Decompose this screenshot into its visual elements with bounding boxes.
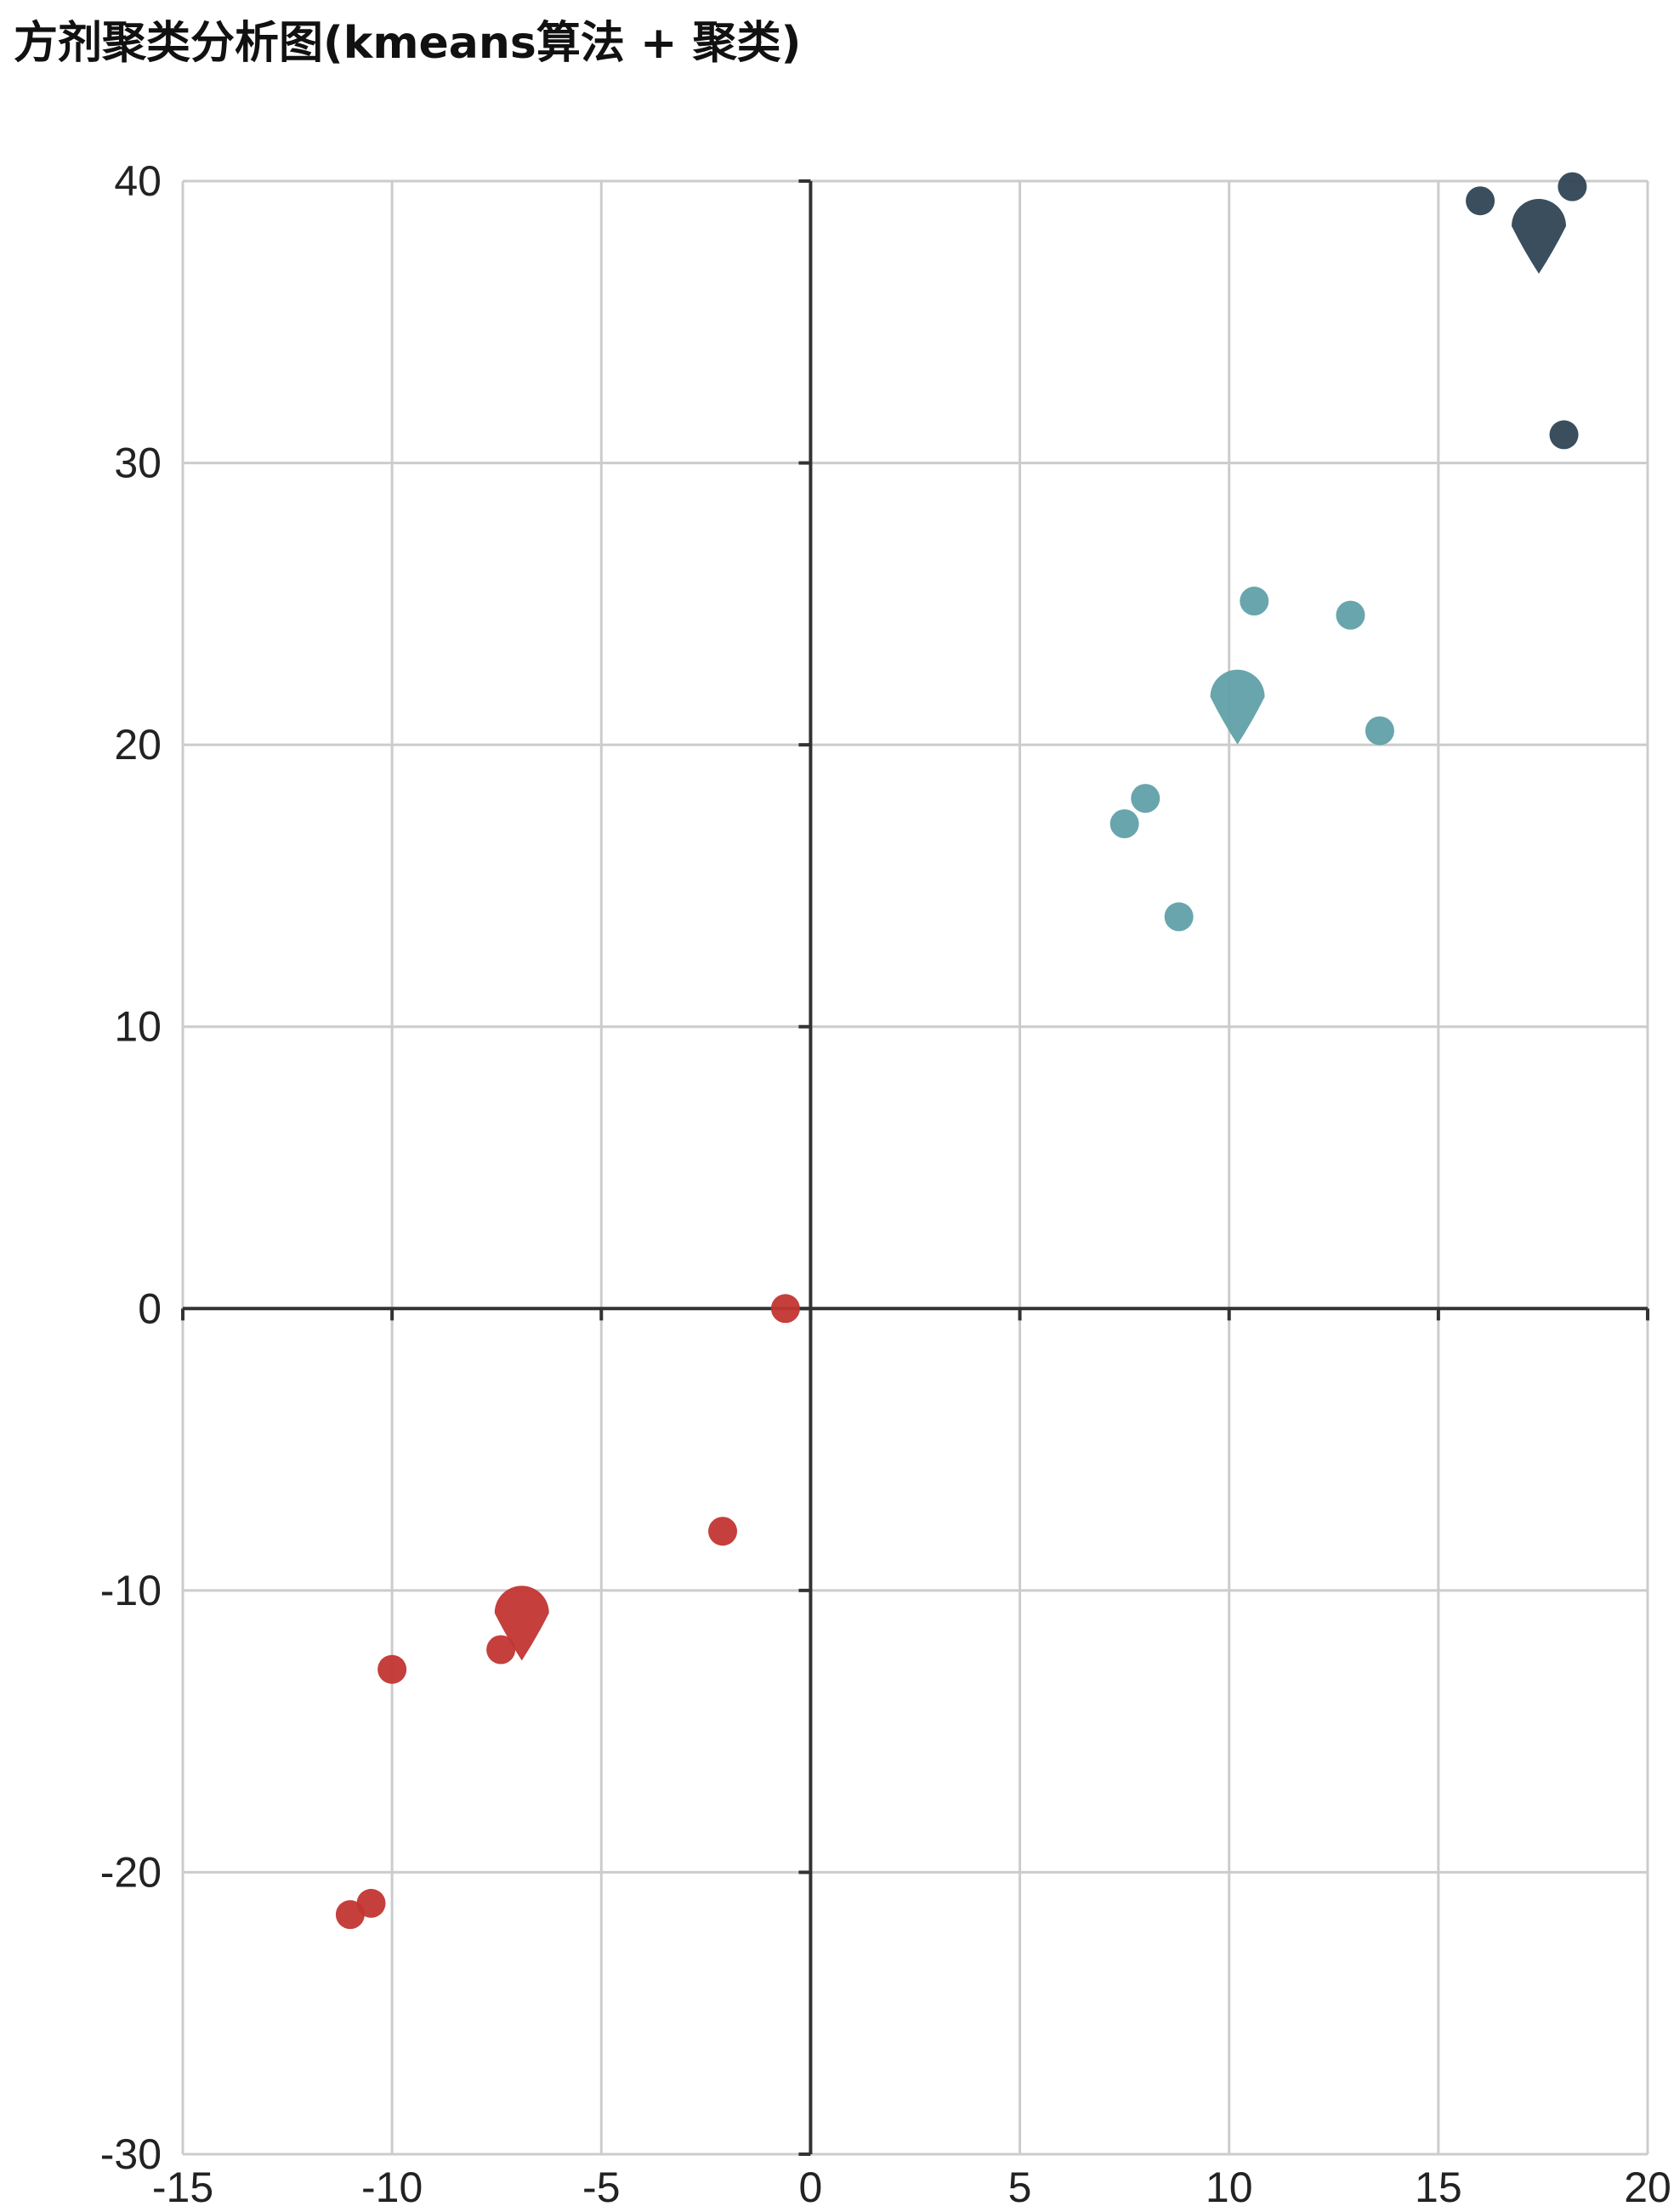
x-tick-label: -15 [152, 2164, 213, 2211]
y-tick-label: 40 [114, 157, 162, 205]
cluster-centroids [494, 199, 1567, 1661]
y-axis-ticks: -30 -20 -10 0 10 20 30 40 [100, 157, 162, 2178]
data-point [377, 1654, 407, 1684]
x-tick-label: 15 [1415, 2164, 1462, 2211]
data-points [335, 172, 1587, 1930]
data-point [335, 1900, 365, 1930]
y-tick-label: -30 [100, 2130, 162, 2178]
y-tick-label: 20 [114, 721, 162, 769]
x-tick-label: 5 [1008, 2164, 1032, 2211]
data-point [1558, 172, 1587, 201]
data-point [770, 1294, 800, 1324]
axes [181, 179, 1649, 2156]
x-tick-label: -10 [361, 2164, 423, 2211]
x-tick-label: 20 [1624, 2164, 1671, 2211]
centroid-marker [494, 1585, 549, 1661]
x-tick-label: 10 [1206, 2164, 1253, 2211]
x-tick-label: 0 [799, 2164, 823, 2211]
data-point [1466, 186, 1495, 216]
x-tick-label: -5 [582, 2164, 620, 2211]
centroid-marker [1512, 199, 1567, 275]
data-point [486, 1635, 516, 1665]
x-axis-ticks: -15 -10 -5 0 5 10 15 20 [152, 2164, 1671, 2211]
grid-lines [181, 179, 1649, 2156]
data-point [1109, 808, 1139, 838]
y-tick-label: 0 [138, 1285, 162, 1332]
data-point [1365, 716, 1394, 746]
data-point [1336, 600, 1365, 630]
data-point [1549, 420, 1579, 450]
y-tick-label: 10 [114, 1003, 162, 1051]
y-tick-label: -10 [100, 1567, 162, 1614]
chart-title: 方剂聚类分析图(kmeans算法 + 聚类) [14, 18, 802, 69]
centroid-marker [1210, 669, 1265, 745]
y-tick-label: -20 [100, 1848, 162, 1896]
data-point [1164, 902, 1194, 932]
data-point [1131, 784, 1160, 814]
data-point [708, 1517, 738, 1546]
data-point [1240, 587, 1269, 616]
y-tick-label: 30 [114, 440, 162, 487]
